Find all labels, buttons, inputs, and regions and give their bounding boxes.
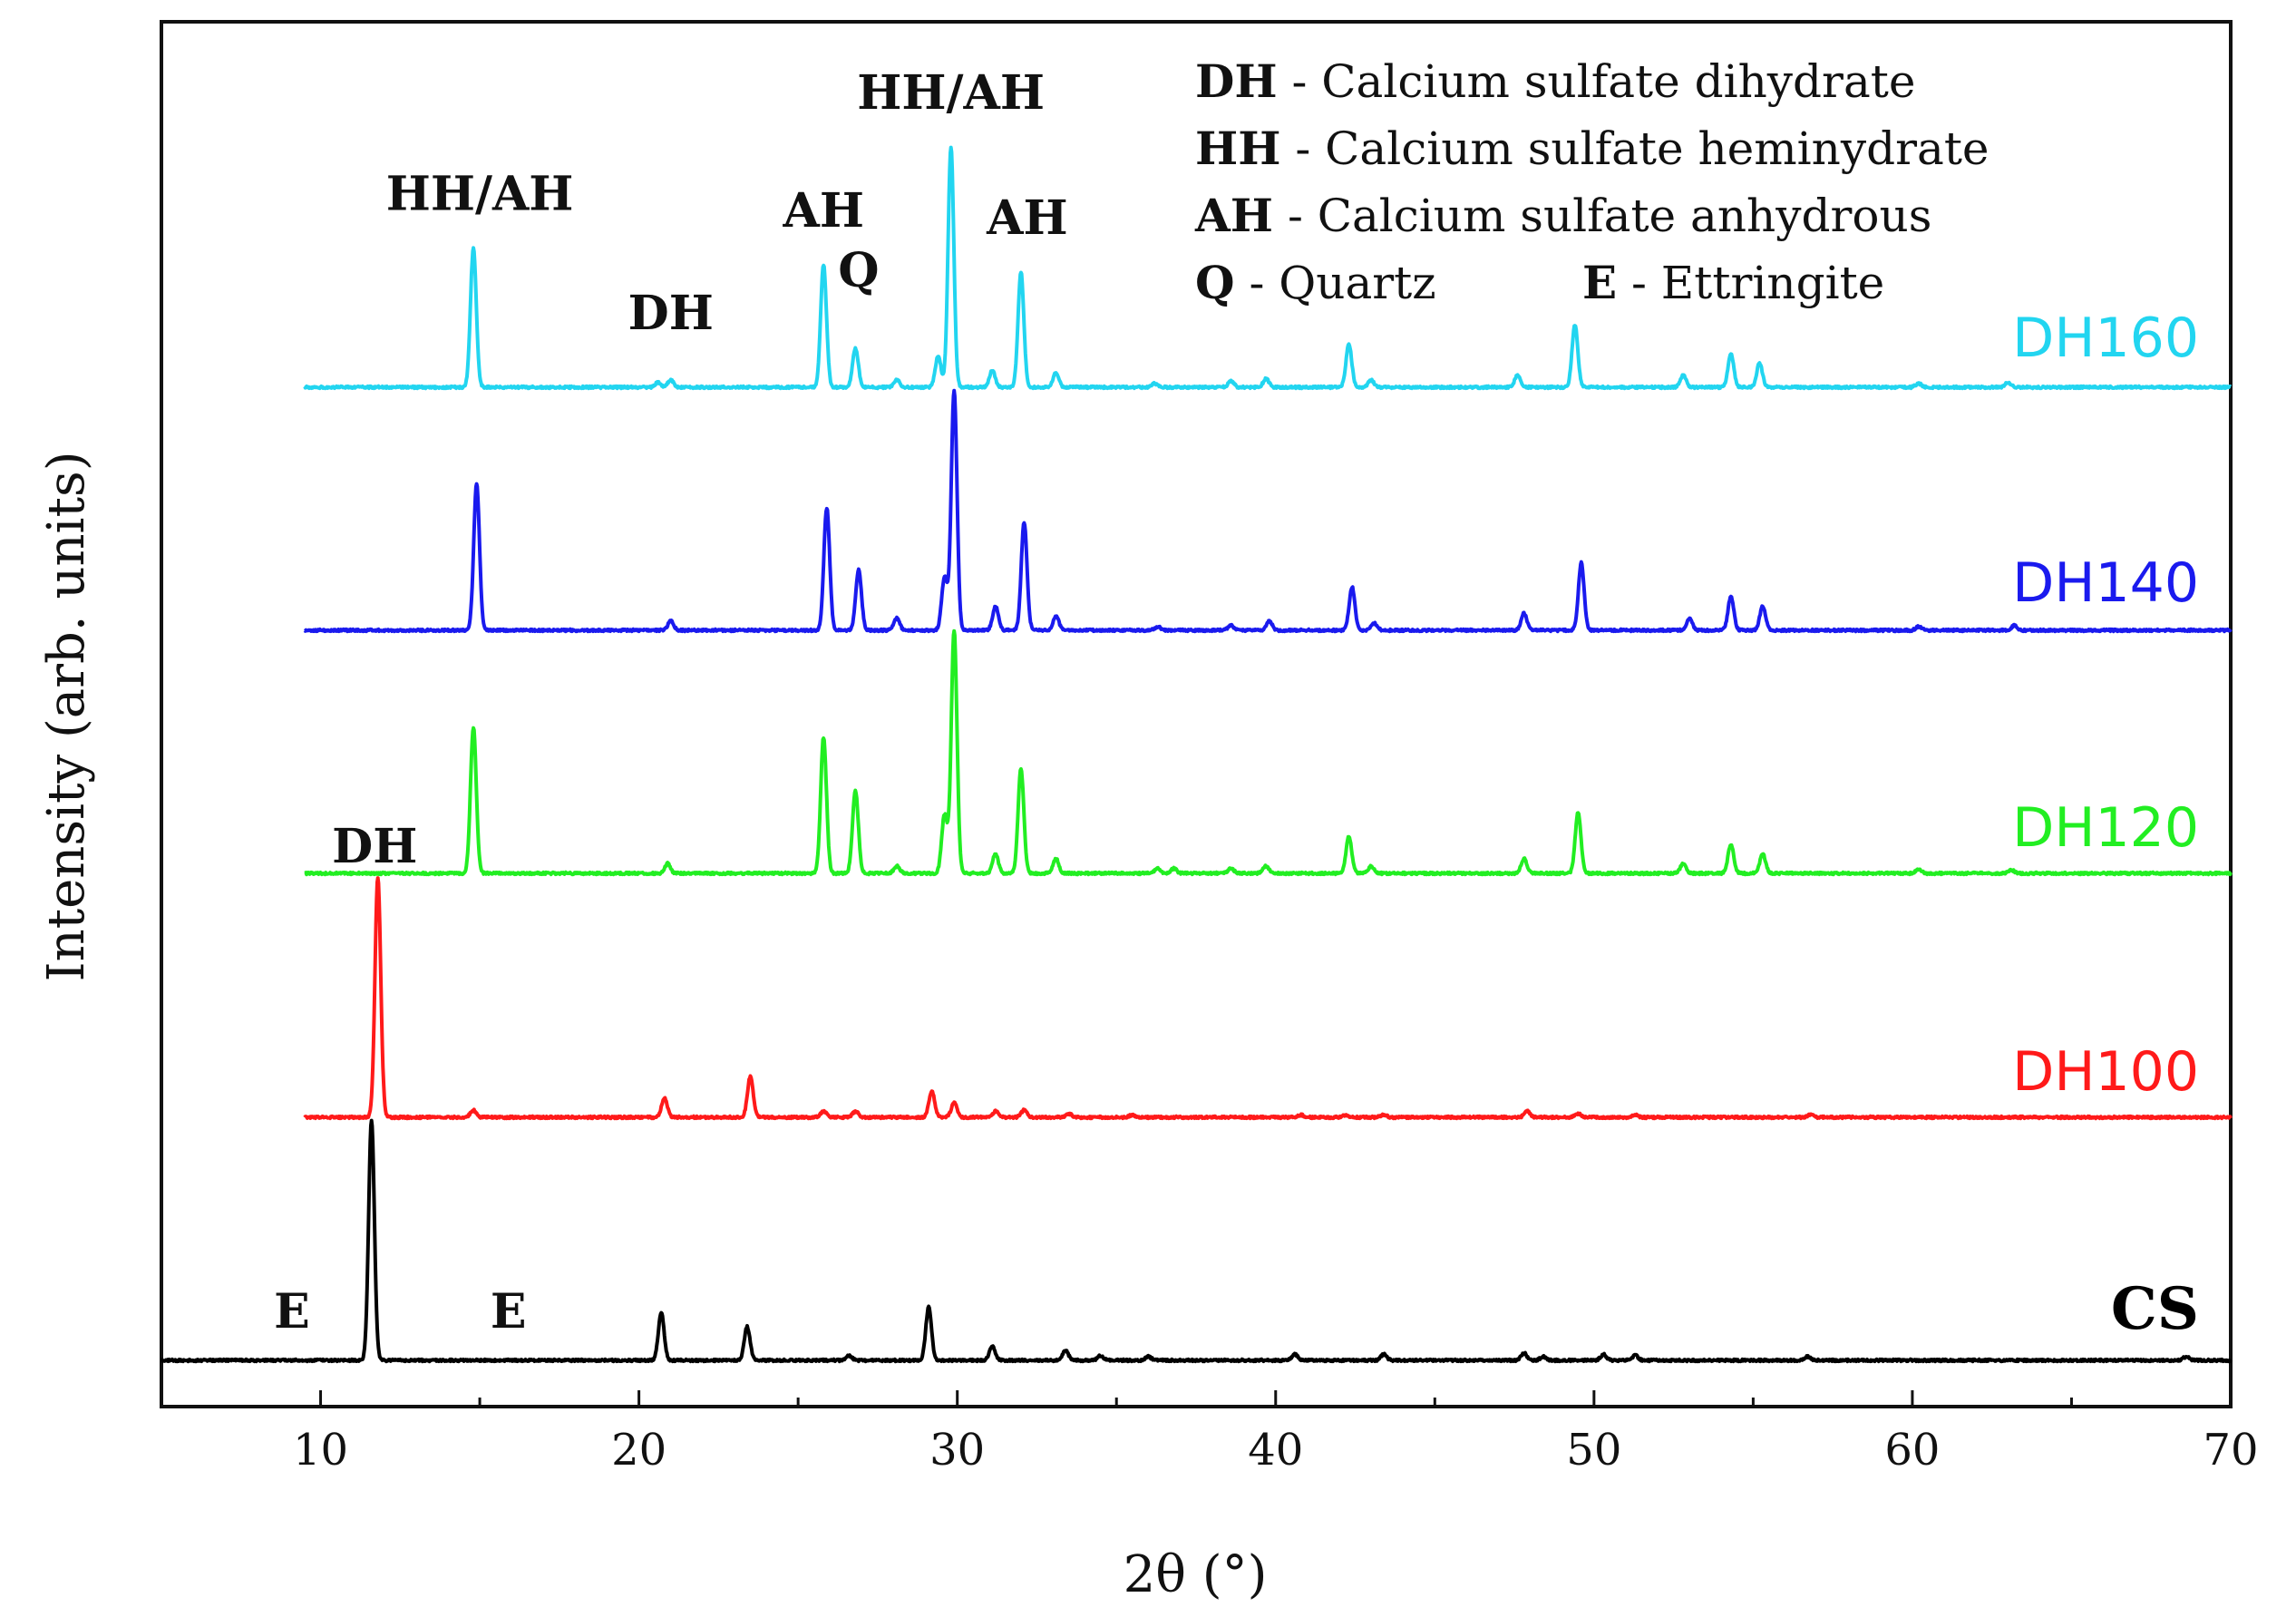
series-labels: CS DH100 DH120 DH140 DH160 [2012,307,2199,1343]
phase-legend: DH - Calcium sulfate dihydrate HH - Calci… [1194,54,1990,309]
x-tick-label: 70 [2203,1425,2258,1476]
x-tick-label: 40 [1248,1425,1303,1476]
legend-desc: - Quartz [1235,257,1436,309]
x-axis-title: 2θ (°) [1124,1545,1268,1604]
peak-annotation: HH/AH [857,65,1045,121]
legend-entry: DH - Calcium sulfate dihydrate [1195,54,1915,108]
legend-key: E [1582,256,1617,309]
trace-dh160 [303,145,2233,391]
plot-frame [160,20,2233,1408]
legend-entry: Q - Quartz [1195,256,1436,309]
trace-dh100 [303,876,2233,1121]
x-tick-label: 10 [293,1425,348,1476]
series-label-dh100: DH100 [2012,1040,2199,1104]
x-tick-label: 60 [1884,1425,1940,1476]
legend-desc: - Calcium sulfate anhydrous [1273,190,1931,242]
legend-desc: - Calcium sulfate dihydrate [1278,55,1916,108]
peak-annotation: DH [332,819,417,874]
trace-dh120 [303,628,2233,877]
legend-entry: AH - Calcium sulfate anhydrous [1194,189,1931,242]
trace-dh140 [303,388,2233,634]
series-traces [160,145,2233,1364]
peak-annotation: Q [838,243,879,298]
peak-annotation: HH/AH [386,166,574,221]
series-label-dh140: DH140 [2012,551,2199,615]
series-label-cs: CS [2111,1275,2199,1343]
y-axis-title: Intensity (arb. units) [37,451,96,981]
legend-desc: - Ettringite [1617,257,1884,309]
x-tick-label: 30 [929,1425,985,1476]
peak-annotation: E [274,1284,310,1339]
legend-key: DH [1195,54,1278,108]
legend-desc: - Calcium sulfate heminydrate [1280,122,1989,175]
x-axis-ticks: 10 20 30 40 50 60 70 [293,1390,2259,1476]
legend-entry: E - Ettringite [1582,256,1884,309]
peak-annotation: DH [628,286,714,341]
peak-annotation: E [491,1284,527,1339]
legend-key: Q [1195,256,1235,309]
legend-key: AH [1194,189,1273,242]
legend-key: HH [1195,122,1280,175]
x-tick-label: 50 [1566,1425,1621,1476]
x-tick-label: 20 [611,1425,666,1476]
series-label-dh120: DH120 [2012,796,2199,860]
series-label-dh160: DH160 [2012,307,2199,370]
legend-entry: HH - Calcium sulfate heminydrate [1195,122,1990,175]
peak-annotation: AH [986,190,1067,246]
trace-cs [160,1118,2233,1364]
peak-annotation: AH [782,183,863,239]
